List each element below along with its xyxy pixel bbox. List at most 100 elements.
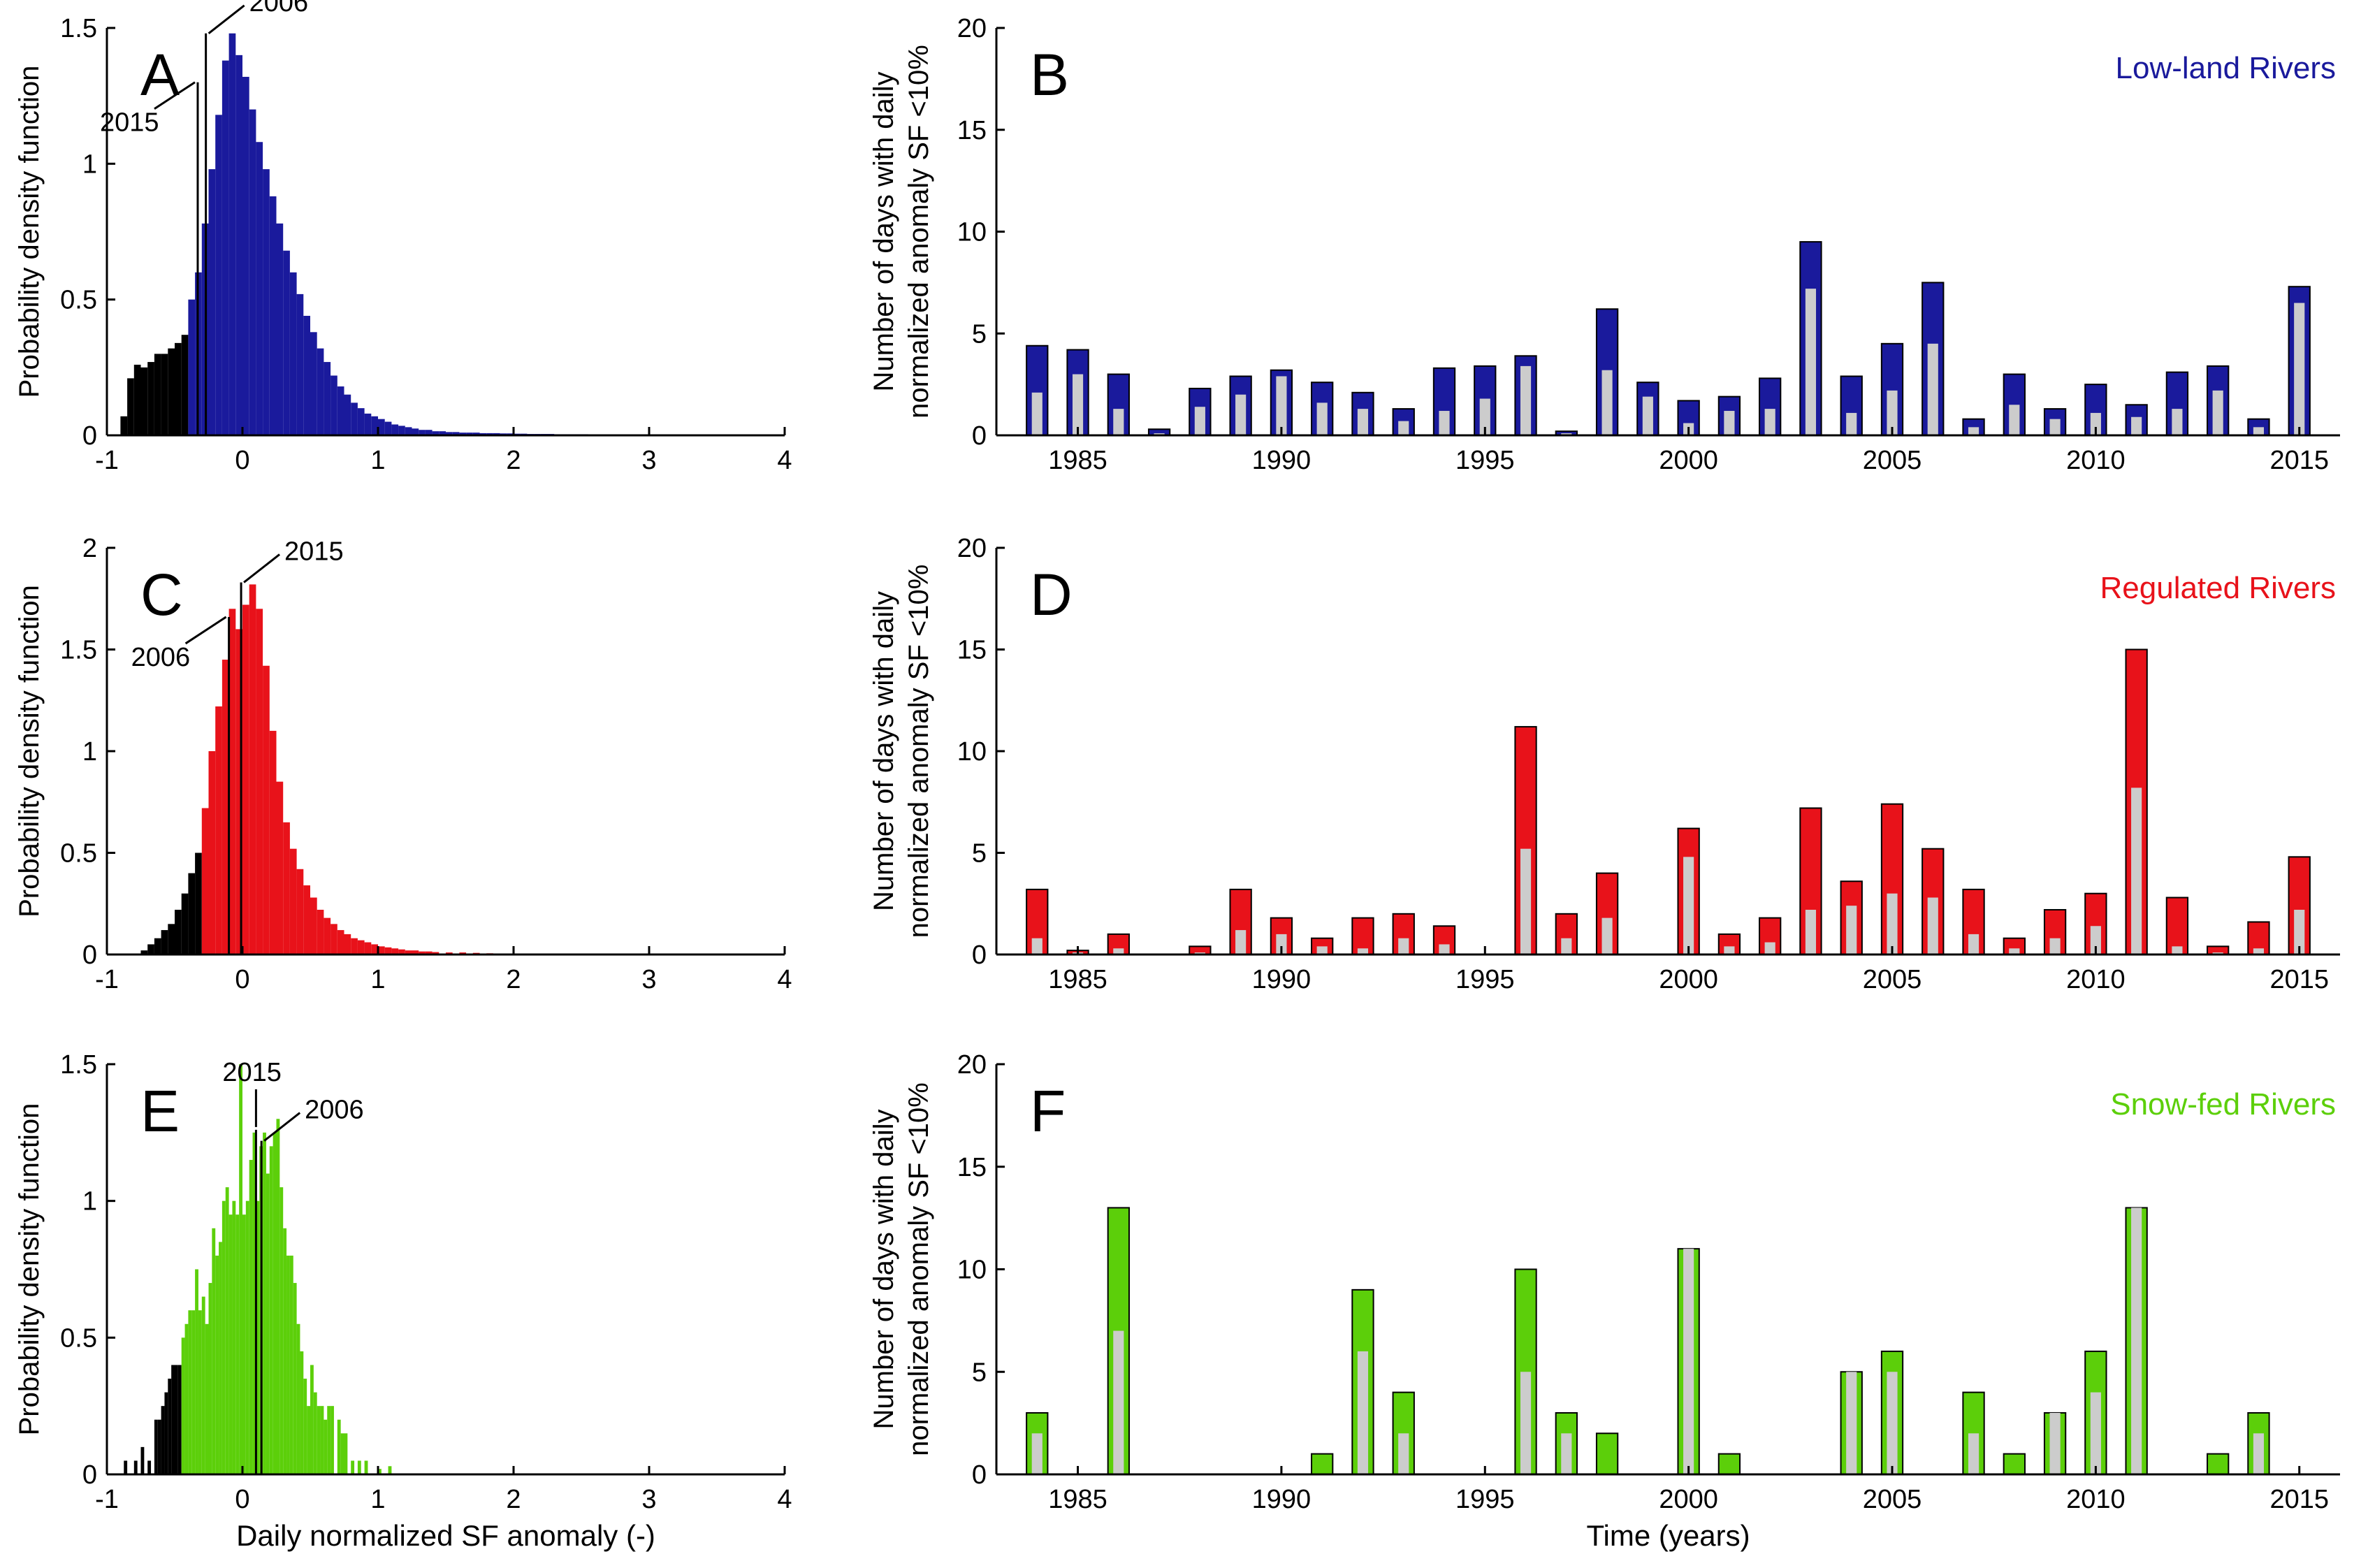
histogram-bar — [154, 938, 161, 954]
x-tick-label: 2015 — [2269, 965, 2329, 994]
histogram-bar — [289, 1255, 293, 1474]
histogram-bar — [249, 1159, 253, 1474]
bar-grey — [1113, 1330, 1124, 1474]
histogram-bar — [225, 1187, 229, 1474]
histogram-bar — [391, 424, 399, 435]
histogram-bar — [171, 1365, 175, 1474]
histogram-bar — [479, 433, 487, 435]
histogram-bar — [357, 940, 365, 954]
histogram-bar — [466, 433, 473, 435]
histogram-bar — [140, 367, 148, 435]
bar-grey — [1764, 409, 1775, 435]
histogram-bar — [303, 1379, 307, 1474]
x-tick-label: 2005 — [1863, 1485, 1922, 1514]
x-tick-label: 3 — [641, 965, 656, 994]
y-axis-label-line: Number of days with daily — [869, 1110, 899, 1430]
histogram-bar — [256, 1200, 260, 1474]
bar — [1595, 1432, 1619, 1476]
marker-arrow — [243, 553, 280, 583]
histogram-bar — [188, 1310, 192, 1474]
bar-grey — [1439, 411, 1450, 435]
histogram-bar — [221, 60, 229, 435]
histogram-bar — [195, 852, 202, 954]
y-tick-label: 10 — [957, 1256, 987, 1285]
x-tick-label: 1995 — [1455, 1485, 1515, 1514]
bar — [1311, 1453, 1334, 1475]
bar-grey — [1031, 1433, 1043, 1474]
x-tick-label: 2005 — [1863, 446, 1922, 475]
x-tick-label: 0 — [235, 446, 249, 475]
histogram-bar — [175, 1365, 178, 1474]
bar-grey — [1316, 402, 1328, 435]
bar-grey — [1235, 394, 1247, 435]
y-tick-label: 0 — [82, 421, 97, 451]
histogram-bar — [154, 354, 161, 435]
histogram-bar — [175, 909, 182, 954]
x-tick-label: 2000 — [1659, 446, 1718, 475]
y-axis-label-line: Number of days with daily — [869, 591, 899, 911]
x-tick-label: 1985 — [1048, 446, 1107, 475]
y-tick-label: 15 — [957, 116, 987, 145]
y-axis-label: Probability density function — [14, 66, 45, 398]
y-tick-label: 0.5 — [60, 1323, 97, 1353]
y-axis-label: Number of days with daily normalized anom… — [869, 1082, 934, 1456]
marker-label: 2006 — [249, 0, 309, 17]
histogram-bar — [168, 1379, 172, 1474]
x-tick-label: 2010 — [2066, 446, 2126, 475]
histogram-bar — [283, 822, 290, 954]
histogram-bar — [276, 223, 284, 435]
histogram-bar — [157, 1419, 161, 1474]
histogram-bar — [344, 1433, 348, 1474]
histogram-bar — [432, 431, 439, 435]
chart-title: Snow-fed Rivers — [2110, 1087, 2336, 1121]
bar-grey — [1316, 946, 1328, 954]
panel-letter: A — [140, 42, 180, 108]
histogram-bar — [249, 584, 256, 954]
x-tick-label: 2000 — [1659, 965, 1718, 994]
panel-letter: C — [140, 562, 183, 627]
histogram-bar — [191, 1310, 196, 1474]
x-tick-label: 0 — [235, 1485, 249, 1514]
x-tick-label: 1995 — [1455, 965, 1515, 994]
marker-label: 2015 — [222, 1058, 282, 1087]
histogram-bar — [405, 950, 412, 954]
y-tick-label: 5 — [972, 319, 987, 349]
histogram-bar — [432, 952, 439, 954]
histogram-bar — [330, 924, 337, 954]
histogram-bar — [181, 893, 189, 954]
histogram-bar — [263, 1132, 266, 1474]
x-tick-label: 1990 — [1252, 1485, 1312, 1514]
y-axis-label-line: normalized anomaly SF <10% — [903, 565, 934, 938]
histogram-bar — [276, 781, 284, 954]
bar-grey — [1561, 938, 1572, 954]
histogram-bar — [249, 109, 256, 435]
y-tick-label: 1.5 — [60, 1050, 97, 1080]
histogram-bar — [235, 55, 242, 435]
y-tick-label: 0 — [972, 421, 987, 451]
histogram-bar — [388, 1466, 392, 1474]
bar-grey — [1846, 1372, 1857, 1474]
y-tick-label: 10 — [957, 218, 987, 247]
histogram-bar — [228, 1214, 233, 1474]
bar-grey — [1520, 848, 1532, 954]
x-tick-label: 1995 — [1455, 446, 1515, 475]
marker-arrow — [208, 4, 245, 34]
histogram-bar — [364, 942, 372, 954]
bar-grey — [1601, 917, 1613, 954]
y-tick-label: 20 — [957, 14, 987, 43]
bar — [2207, 1453, 2230, 1475]
bar-grey — [1683, 857, 1694, 954]
histogram-bar — [324, 1419, 328, 1474]
bar-grey — [2131, 787, 2142, 954]
bar-grey — [1601, 370, 1613, 435]
histogram-bar — [154, 1419, 158, 1474]
bar-grey — [1805, 909, 1817, 954]
histogram-bar — [269, 730, 277, 954]
panel-letter: E — [140, 1078, 180, 1144]
bar-grey — [2009, 405, 2020, 435]
histogram-bar — [242, 1214, 246, 1474]
